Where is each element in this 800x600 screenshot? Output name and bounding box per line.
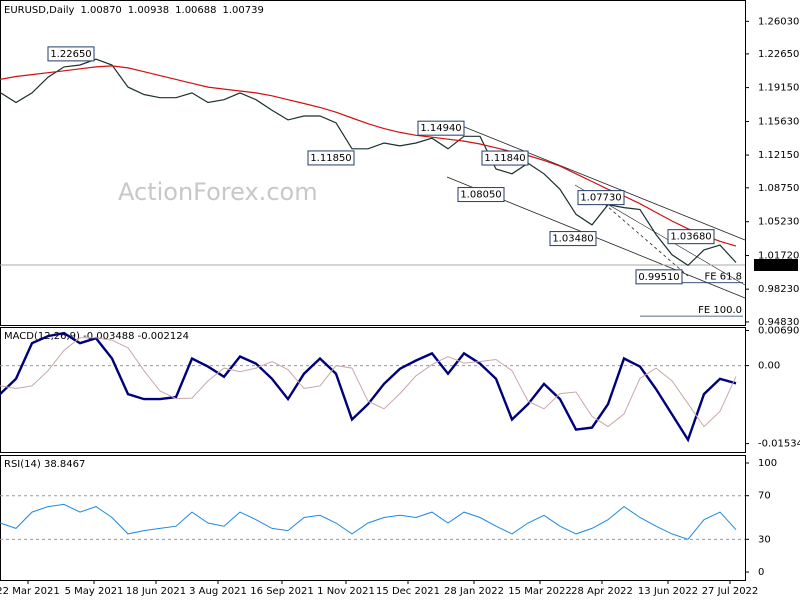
price-annotation: 1.03480 bbox=[552, 234, 593, 245]
price-annotation-box bbox=[481, 150, 529, 166]
price-annotation: 1.08050 bbox=[460, 190, 501, 201]
x-tick-label: 5 May 2021 bbox=[65, 586, 124, 597]
x-tick-label: 13 Jun 2022 bbox=[638, 586, 698, 597]
price-annotation: 1.11850 bbox=[310, 153, 351, 164]
rsi-panel bbox=[0, 455, 746, 581]
y-tick-label: 1.15630 bbox=[758, 117, 799, 128]
y-tick-label: 1.05230 bbox=[758, 217, 799, 228]
y-tick-label: 0.00 bbox=[758, 361, 780, 372]
header: EURUSD,Daily 1.00870 1.00938 1.00688 1.00739 bbox=[4, 5, 264, 16]
x-tick-label: 15 Mar 2022 bbox=[508, 586, 571, 597]
y-tick-label: 1.12150 bbox=[758, 150, 799, 161]
price-annotation-box bbox=[667, 229, 715, 245]
x-tick-label: 3 Aug 2021 bbox=[189, 586, 247, 597]
x-tick-label: 1 Nov 2021 bbox=[317, 586, 375, 597]
x-tick-label: 22 Mar 2021 bbox=[0, 586, 60, 597]
x-tick-label: 28 Jan 2022 bbox=[444, 586, 504, 597]
symbol: EURUSD,Daily bbox=[4, 5, 75, 16]
price-annotation-box bbox=[47, 46, 95, 62]
ohlc-value: 1.00688 bbox=[175, 5, 216, 16]
y-tick-label: -0.015348 bbox=[758, 439, 800, 450]
y-tick-label: 1.01720 bbox=[758, 251, 799, 262]
price-annotation-box bbox=[417, 120, 465, 136]
series-line bbox=[0, 331, 737, 443]
series-line bbox=[0, 503, 737, 540]
x-tick-label: 28 Apr 2022 bbox=[571, 586, 633, 597]
x-tick-label: 27 Jul 2022 bbox=[702, 586, 759, 597]
y-tick-label: 1.08750 bbox=[758, 183, 799, 194]
price-annotation: 1.14940 bbox=[420, 123, 461, 134]
y-tick-label: 1.26030 bbox=[758, 16, 799, 27]
price-annotation-box bbox=[577, 190, 625, 206]
fe-label: FE 100.0 bbox=[698, 305, 742, 316]
price-annotation: 1.22650 bbox=[50, 49, 91, 60]
y-tick-label: 70 bbox=[758, 491, 771, 502]
price-annotation: 0.99510 bbox=[638, 272, 679, 283]
y-tick-label: 0 bbox=[758, 567, 764, 578]
series-line bbox=[0, 337, 737, 428]
fib-line bbox=[599, 199, 689, 277]
ohlc-value: 1.00870 bbox=[80, 5, 121, 16]
y-tick-label: 30 bbox=[758, 534, 771, 545]
price-annotation-box bbox=[549, 231, 597, 247]
y-tick-label: 100 bbox=[758, 458, 777, 469]
fe-label: FE 61.8 bbox=[704, 272, 742, 283]
ohlc-value: 1.00739 bbox=[223, 5, 264, 16]
last-price-label: 1.00739 bbox=[756, 260, 797, 271]
series-line bbox=[0, 65, 737, 247]
y-tick-label: 0.98230 bbox=[758, 284, 799, 295]
panel-title: RSI(14) 38.8467 bbox=[4, 459, 85, 470]
x-tick-label: 18 Jun 2021 bbox=[126, 586, 186, 597]
y-tick-label: 1.22650 bbox=[758, 49, 799, 60]
series-line bbox=[0, 58, 737, 267]
price-annotation-box bbox=[307, 150, 355, 166]
y-tick-label: 0.94830 bbox=[758, 317, 799, 328]
price-annotation-box bbox=[635, 269, 683, 285]
price-panel bbox=[0, 0, 746, 326]
x-tick-label: 15 Dec 2021 bbox=[376, 586, 440, 597]
price-annotation: 1.03680 bbox=[670, 232, 711, 243]
price-annotation: 1.07730 bbox=[580, 193, 621, 204]
price-annotation-box bbox=[457, 187, 505, 203]
channel-line bbox=[451, 121, 746, 241]
macd-panel bbox=[0, 327, 746, 453]
ohlc-value: 1.00938 bbox=[128, 5, 169, 16]
price-annotation: 1.11840 bbox=[484, 153, 525, 164]
y-tick-label: 0.006906 bbox=[758, 326, 800, 337]
x-tick-label: 16 Sep 2021 bbox=[250, 586, 313, 597]
watermark: ActionForex.com bbox=[118, 178, 318, 206]
last-price-tag bbox=[754, 258, 798, 271]
y-tick-label: 1.19150 bbox=[758, 83, 799, 94]
panel-title: MACD(12,26,9) -0.003488 -0.002124 bbox=[4, 331, 189, 342]
